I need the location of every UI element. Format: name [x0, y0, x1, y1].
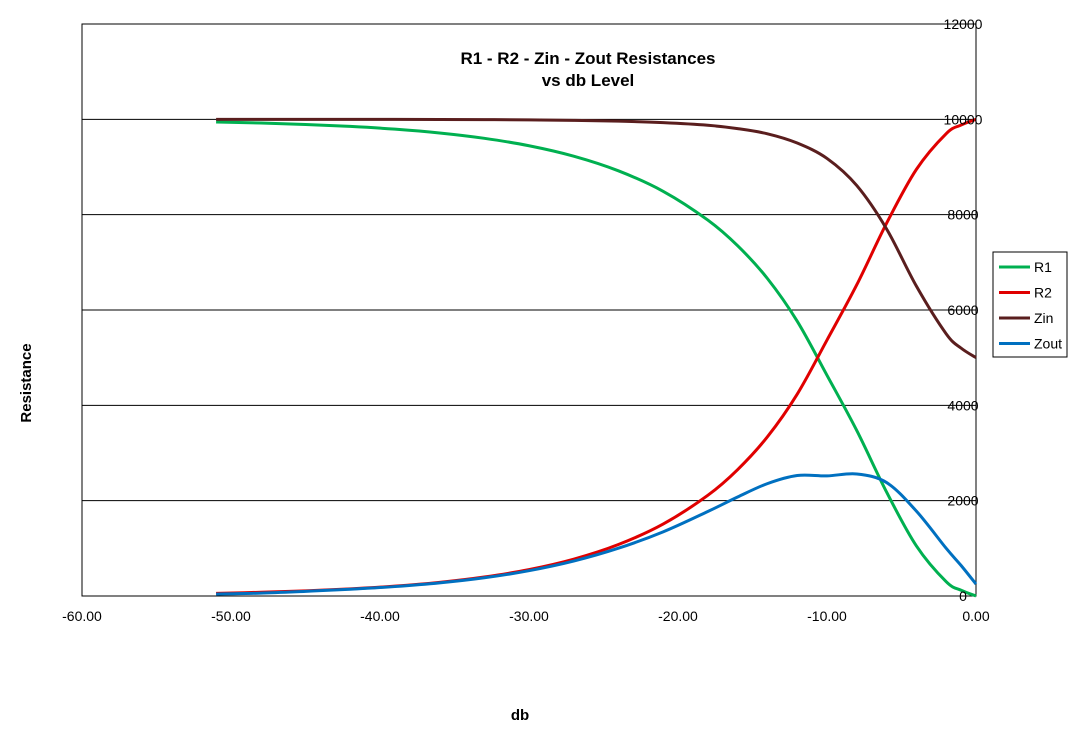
x-tick-label: -30.00	[509, 608, 549, 624]
legend-label-r2: R2	[1034, 285, 1052, 301]
y-axis-title: Resistance	[18, 343, 35, 422]
x-tick-label: -10.00	[807, 608, 847, 624]
legend-label-zin: Zin	[1034, 310, 1053, 326]
x-tick-label: -40.00	[360, 608, 400, 624]
x-tick-label: -20.00	[658, 608, 698, 624]
chart-title: R1 - R2 - Zin - Zout Resistances	[460, 49, 715, 68]
legend: R1 R2 Zin Zout	[992, 251, 1068, 358]
x-tick-label: 0.00	[962, 608, 989, 624]
y-tick-label: 12000	[944, 16, 983, 32]
x-tick-labels: -60.00 -50.00 -40.00 -30.00 -20.00 -10.00 0.00	[62, 608, 990, 624]
y-tick-label: 8000	[947, 207, 978, 223]
series-lines	[216, 117, 978, 598]
y-tick-label: 4000	[947, 397, 978, 413]
y-tick-labels: 0 2000 4000 6000 8000 10000 12000	[944, 16, 983, 604]
y-tick-label: 2000	[947, 493, 978, 509]
x-tick-label: -50.00	[211, 608, 251, 624]
x-axis-title: db	[511, 707, 529, 724]
x-tick-label: -60.00	[62, 608, 102, 624]
legend-box	[992, 251, 1068, 358]
y-tick-label: 10000	[944, 111, 983, 127]
y-tick-label: 0	[959, 588, 967, 604]
legend-label-zout: Zout	[1034, 336, 1062, 352]
chart-subtitle: vs db Level	[542, 71, 635, 90]
y-tick-label: 6000	[947, 302, 978, 318]
legend-label-r1: R1	[1034, 259, 1052, 275]
series-line-zin	[216, 117, 977, 359]
series-line-r1	[216, 120, 977, 598]
series-line-zout	[216, 472, 978, 596]
